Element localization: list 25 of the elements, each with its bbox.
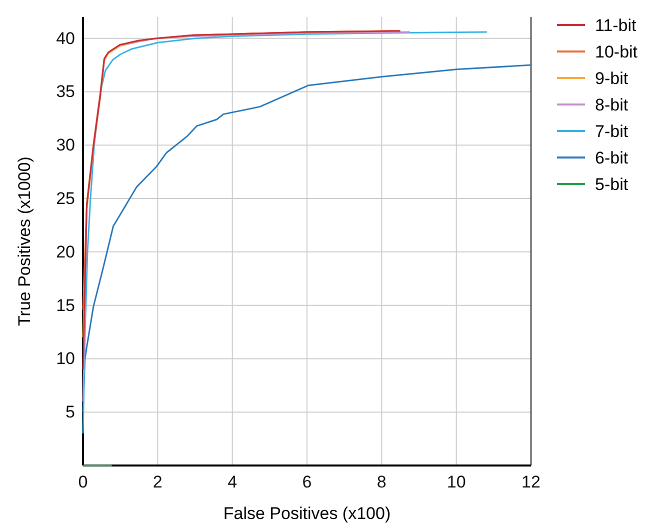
y-tick-label: 20 xyxy=(56,242,75,262)
legend-label: 8-bit xyxy=(595,96,628,114)
legend-label: 6-bit xyxy=(595,148,628,168)
y-tick-label: 35 xyxy=(56,82,75,102)
line-series xyxy=(82,31,488,434)
x-tick-label: 6 xyxy=(302,472,312,492)
y-tick-label: 15 xyxy=(56,296,75,315)
x-tick-label: 10 xyxy=(446,472,466,492)
y-tick-label: 40 xyxy=(56,28,75,48)
y-tick-label: 30 xyxy=(56,136,75,155)
y-tick-label: 10 xyxy=(56,349,75,368)
y-tick-label: 5 xyxy=(66,402,75,422)
x-tick-label: 0 xyxy=(78,472,88,492)
y-axis-title: True Positives (x1000) xyxy=(15,156,34,326)
y-tick-label: 25 xyxy=(56,188,75,208)
legend-label: 7-bit xyxy=(595,122,628,141)
x-tick-label: 2 xyxy=(152,472,162,492)
x-tick-label: 12 xyxy=(522,472,540,492)
legend-label: 11-bit xyxy=(595,16,637,35)
x-axis-title: False Positives (x100) xyxy=(223,504,391,523)
x-tick-label: 4 xyxy=(228,472,238,492)
legend-label: 5-bit xyxy=(595,175,628,194)
x-tick-label: 8 xyxy=(376,472,386,492)
legend-label: 9-bit xyxy=(595,69,628,88)
legend-label: 10-bit xyxy=(595,42,638,62)
